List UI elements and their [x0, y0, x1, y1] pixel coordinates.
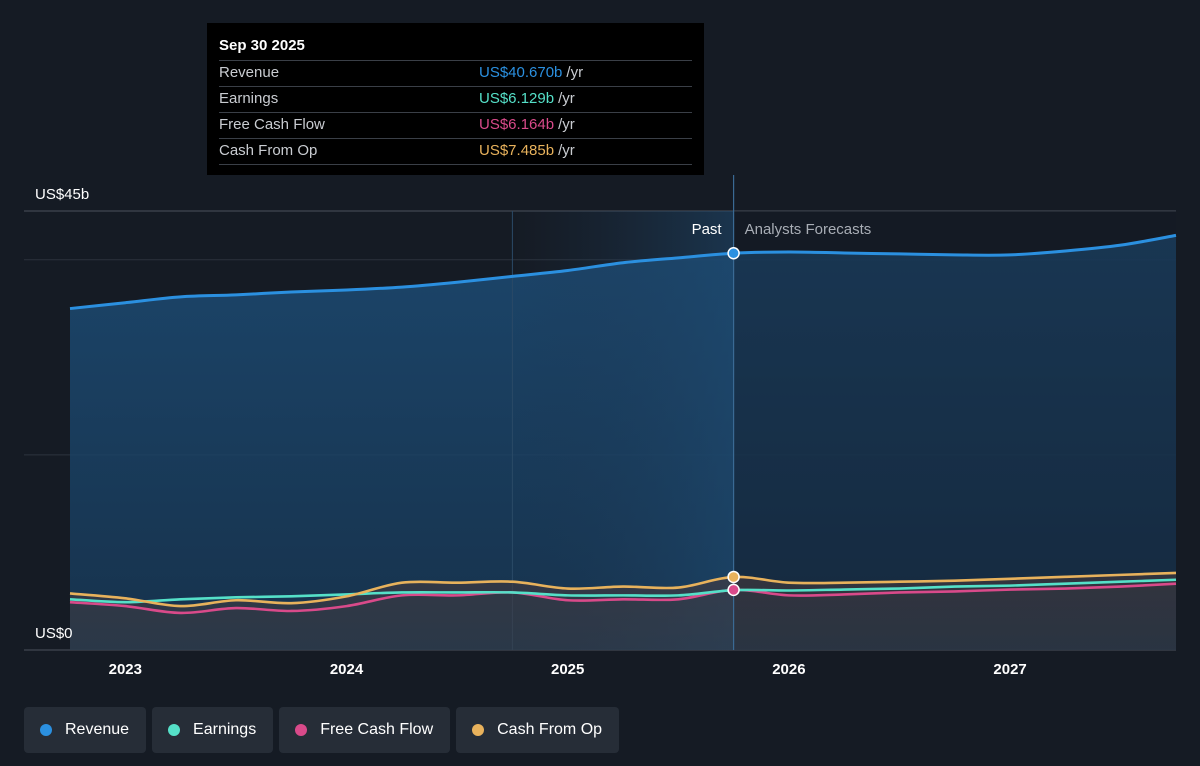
legend-label: Free Cash Flow [320, 721, 434, 738]
tooltip-row-label: Cash From Op [219, 142, 318, 159]
tooltip-row-value: US$6.164b [479, 116, 555, 133]
revenue-line [69, 233, 1177, 311]
tooltip-row-label: Earnings [219, 90, 279, 107]
tooltip-row: Free Cash Flow US$6.164b/yr [219, 112, 692, 138]
legend-label: Revenue [65, 721, 130, 738]
past-highlight-band [512, 211, 734, 650]
legend-item-earnings[interactable]: Earnings [152, 707, 274, 753]
tooltip-row-unit: /yr [558, 116, 575, 133]
legend-item-cash-from-op[interactable]: Cash From Op [456, 707, 620, 753]
tooltip-row-value: US$7.485b [479, 142, 555, 159]
y-axis-bottom-label: US$0 [35, 625, 73, 642]
tooltip-row-unit: /yr [566, 64, 584, 81]
x-tick-label: 2027 [993, 661, 1026, 678]
past-label: Past [692, 221, 723, 238]
free-cash-flow-marker [727, 583, 740, 597]
legend-item-free-cash-flow[interactable]: Free Cash Flow [279, 707, 451, 753]
free-cash-flow-line [69, 582, 1177, 615]
tooltip-row: Cash From Op US$7.485b/yr [219, 138, 692, 165]
legend-dot-icon [295, 724, 308, 736]
tooltip-row: Revenue US$40.670b/yr [219, 60, 692, 86]
chart-legend: Revenue Earnings Free Cash Flow Cash From O… [24, 707, 620, 753]
tooltip-row-unit: /yr [558, 90, 575, 107]
legend-label: Earnings [193, 721, 257, 738]
cash-from-op-line [69, 571, 1177, 608]
legend-label: Cash From Op [497, 721, 603, 738]
tooltip-row-label: Revenue [219, 64, 280, 81]
tooltip-row-label: Free Cash Flow [219, 116, 325, 133]
revenue-marker [727, 246, 740, 260]
tooltip-date: Sep 30 2025 [219, 37, 305, 54]
legend-item-revenue[interactable]: Revenue [24, 707, 147, 753]
forecast-label: Analysts Forecasts [745, 221, 872, 238]
tooltip-row-value: US$6.129b [479, 90, 555, 107]
legend-dot-icon [168, 724, 181, 736]
tooltip-row-value: US$40.670b [479, 64, 563, 81]
y-axis-top-label: US$45b [35, 186, 89, 203]
x-tick-label: 2023 [109, 661, 142, 678]
x-tick-label: 2026 [772, 661, 805, 678]
x-tick-label: 2025 [551, 661, 584, 678]
legend-dot-icon [472, 724, 485, 736]
tooltip-row-unit: /yr [558, 142, 575, 159]
earnings-line [69, 578, 1177, 604]
tooltip-row: Earnings US$6.129b/yr [219, 86, 692, 112]
x-tick-label: 2024 [330, 661, 364, 678]
data-tooltip: Sep 30 2025 Revenue US$40.670b/yr Earnings… [207, 23, 704, 175]
cash-from-op-marker [727, 570, 740, 584]
legend-dot-icon [40, 724, 52, 736]
